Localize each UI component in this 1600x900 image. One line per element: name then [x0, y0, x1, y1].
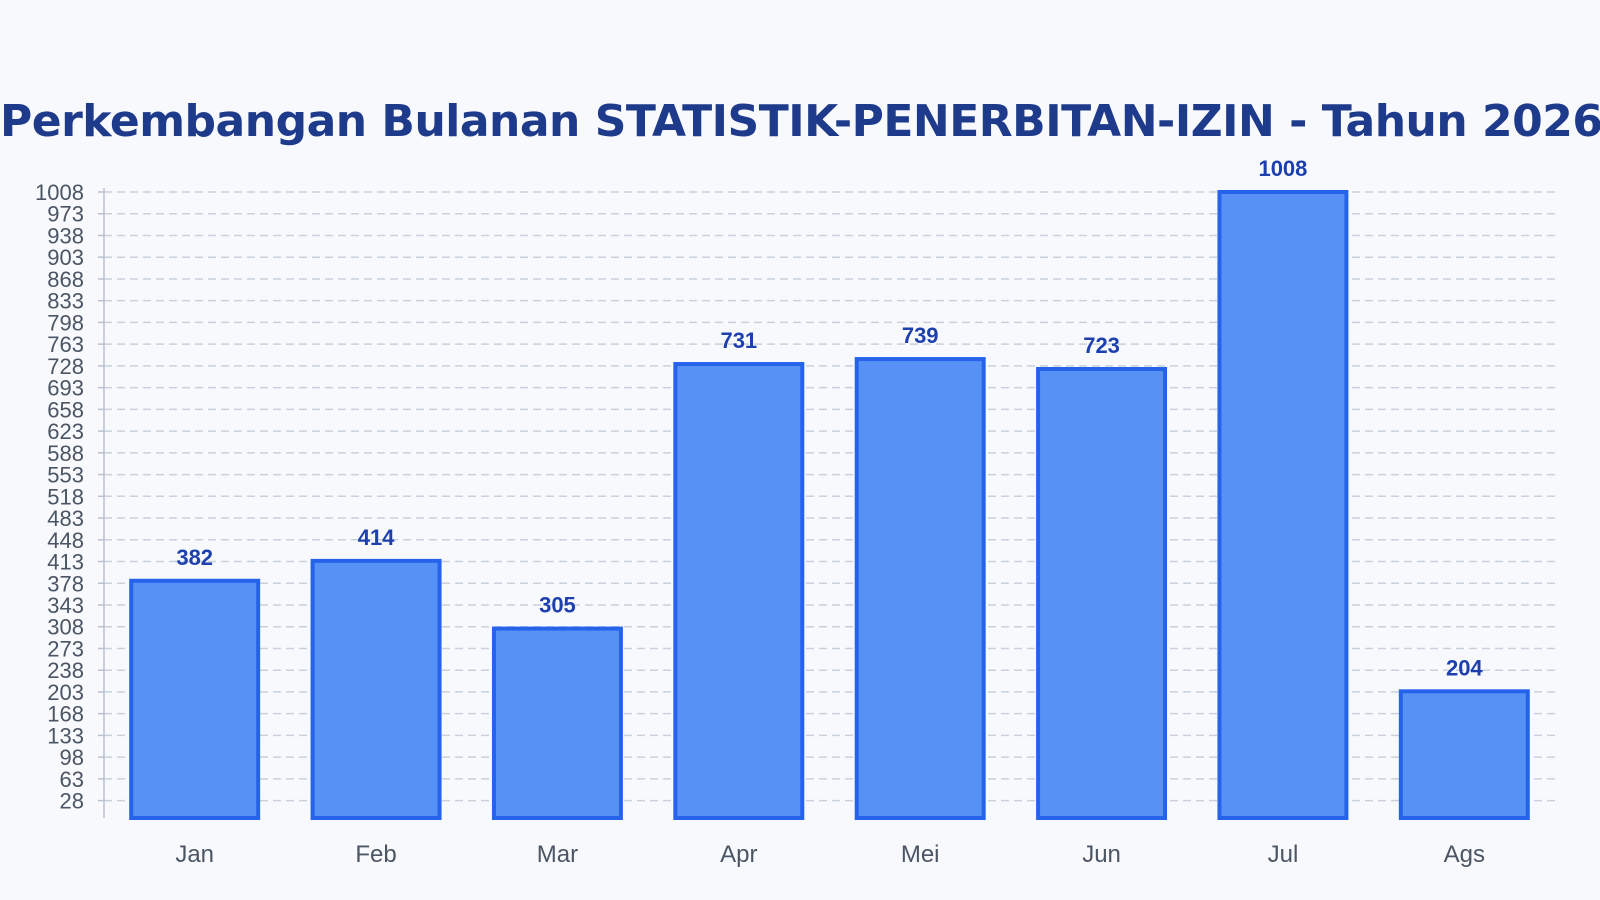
y-tick-label: 903 [47, 245, 84, 270]
y-tick-label: 378 [47, 571, 84, 596]
y-tick-label: 203 [47, 680, 84, 705]
bar-mei [854, 357, 986, 820]
x-tick-label: Feb [355, 841, 396, 868]
y-tick-label: 553 [47, 463, 84, 488]
y-tick-label: 273 [47, 636, 84, 661]
bar-jan [129, 578, 261, 820]
y-tick-label: 833 [47, 289, 84, 314]
bars [129, 190, 1530, 821]
y-tick-label: 763 [47, 332, 84, 357]
y-tick-label: 483 [47, 506, 84, 531]
data-label: 723 [1083, 333, 1120, 358]
y-tick-label: 238 [47, 658, 84, 683]
data-label: 739 [902, 323, 939, 348]
data-label: 1008 [1258, 156, 1307, 181]
y-tick-label: 413 [47, 550, 84, 575]
data-label: 382 [176, 545, 213, 570]
chart-title: Perkembangan Bulanan STATISTIK-PENERBITA… [0, 96, 1600, 147]
bar-jul [1217, 190, 1349, 820]
y-tick-label: 938 [47, 223, 84, 248]
y-tick-label: 28 [60, 789, 84, 814]
axes [98, 188, 105, 818]
data-label: 305 [539, 593, 576, 618]
x-tick-label: Mar [537, 841, 578, 868]
bar-ags [1398, 689, 1530, 820]
y-tick-label: 623 [47, 419, 84, 444]
y-tick-label: 973 [47, 202, 84, 227]
y-tick-label: 133 [47, 723, 84, 748]
y-tick-label: 1008 [35, 180, 84, 205]
y-tick-label: 868 [47, 267, 84, 292]
y-tick-label: 448 [47, 528, 84, 553]
y-tick-label: 728 [47, 354, 84, 379]
data-label: 204 [1446, 655, 1483, 680]
x-tick-label: Jan [175, 841, 214, 868]
bar-mar [491, 626, 623, 821]
data-label: 414 [358, 525, 395, 550]
y-tick-label: 658 [47, 397, 84, 422]
x-tick-label: Apr [720, 841, 757, 868]
bar-apr [673, 362, 805, 820]
y-tick-label: 343 [47, 593, 84, 618]
y-tick-label: 98 [60, 745, 84, 770]
x-tick-label: Ags [1444, 841, 1485, 868]
x-tick-label: Jun [1082, 841, 1121, 868]
y-tick-label: 168 [47, 702, 84, 727]
bar-jun [1036, 366, 1168, 820]
data-label: 731 [720, 328, 757, 353]
labels: 2863981331682032382733083433784134484835… [35, 156, 1485, 868]
y-tick-label: 693 [47, 376, 84, 401]
y-tick-label: 63 [60, 767, 84, 792]
y-tick-label: 588 [47, 441, 84, 466]
x-tick-label: Jul [1268, 841, 1299, 868]
bar-feb [310, 558, 442, 821]
y-tick-label: 308 [47, 615, 84, 640]
x-tick-label: Mei [901, 841, 940, 868]
y-tick-label: 518 [47, 484, 84, 509]
y-tick-label: 798 [47, 310, 84, 335]
